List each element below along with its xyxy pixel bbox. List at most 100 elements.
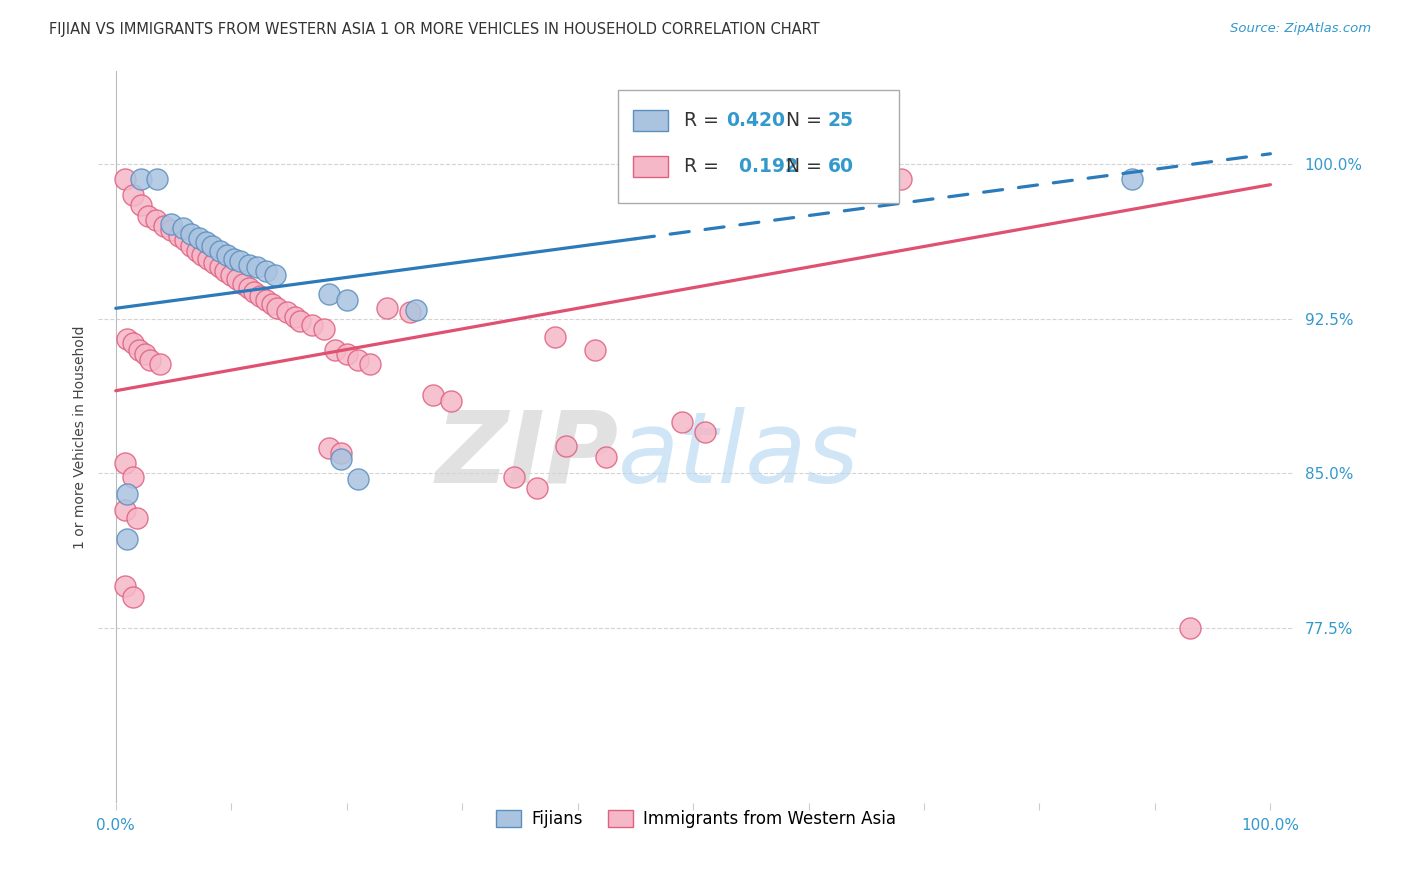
Point xyxy=(595,450,617,464)
Point xyxy=(266,301,288,316)
Point xyxy=(200,239,222,253)
Point xyxy=(114,171,136,186)
Point xyxy=(117,332,139,346)
Point xyxy=(336,293,359,307)
Point xyxy=(329,445,352,459)
Point xyxy=(246,260,269,274)
Point xyxy=(219,268,242,283)
Point xyxy=(129,198,152,212)
Point xyxy=(323,343,346,357)
Point xyxy=(284,310,307,324)
Text: Source: ZipAtlas.com: Source: ZipAtlas.com xyxy=(1230,22,1371,36)
Point xyxy=(128,343,150,357)
Point xyxy=(249,289,271,303)
Point xyxy=(232,277,254,291)
Point xyxy=(260,297,283,311)
Point xyxy=(125,511,148,525)
Point xyxy=(122,188,145,202)
Point xyxy=(145,212,167,227)
Point xyxy=(238,281,260,295)
Point xyxy=(329,451,352,466)
Point xyxy=(180,239,202,253)
Point xyxy=(276,305,298,319)
Text: 60: 60 xyxy=(827,157,853,176)
Point xyxy=(134,346,156,360)
Point xyxy=(149,357,172,371)
Point xyxy=(114,503,136,517)
Point xyxy=(160,217,183,231)
Text: FIJIAN VS IMMIGRANTS FROM WESTERN ASIA 1 OR MORE VEHICLES IN HOUSEHOLD CORRELATI: FIJIAN VS IMMIGRANTS FROM WESTERN ASIA 1… xyxy=(49,22,820,37)
Bar xyxy=(633,156,668,177)
Point xyxy=(1178,621,1201,635)
Point xyxy=(136,209,159,223)
Point xyxy=(191,248,214,262)
Point xyxy=(243,285,266,299)
Point xyxy=(122,590,145,604)
Legend: Fijians, Immigrants from Western Asia: Fijians, Immigrants from Western Asia xyxy=(489,803,903,835)
Text: N =: N = xyxy=(786,157,828,176)
Point xyxy=(122,470,145,484)
Point xyxy=(129,171,152,186)
Point xyxy=(439,394,461,409)
Text: 0.420: 0.420 xyxy=(725,111,785,130)
Point xyxy=(197,252,219,266)
Point xyxy=(866,171,889,186)
Point xyxy=(174,233,197,247)
Point xyxy=(359,357,381,371)
Point xyxy=(336,346,359,360)
Point xyxy=(186,244,208,258)
Point xyxy=(222,252,245,266)
Point xyxy=(693,425,716,439)
Point xyxy=(347,472,370,486)
Point xyxy=(114,579,136,593)
Point xyxy=(264,268,287,283)
Point xyxy=(254,264,277,278)
Point xyxy=(312,322,335,336)
Point xyxy=(543,330,565,344)
Point xyxy=(202,256,225,270)
Point xyxy=(347,352,370,367)
Point xyxy=(238,258,260,272)
Point xyxy=(146,171,169,186)
Point xyxy=(503,470,526,484)
Point xyxy=(167,229,190,244)
Point xyxy=(301,318,323,332)
Point xyxy=(422,388,444,402)
Point xyxy=(114,456,136,470)
Text: ZIP: ZIP xyxy=(436,407,619,504)
Text: atlas: atlas xyxy=(619,407,860,504)
Text: R =: R = xyxy=(685,111,725,130)
Point xyxy=(208,260,231,274)
Point xyxy=(153,219,176,233)
Text: R =: R = xyxy=(685,157,725,176)
Point xyxy=(172,221,194,235)
Point xyxy=(208,244,231,258)
Bar xyxy=(619,90,900,203)
Point xyxy=(139,352,162,367)
Point xyxy=(375,301,398,316)
Point xyxy=(180,227,202,241)
Point xyxy=(399,305,422,319)
Text: 0.192: 0.192 xyxy=(725,157,797,176)
Point xyxy=(187,231,209,245)
Text: N =: N = xyxy=(786,111,828,130)
Point xyxy=(526,481,548,495)
Text: 25: 25 xyxy=(827,111,853,130)
Point xyxy=(254,293,277,307)
Point xyxy=(290,313,312,327)
Point xyxy=(555,439,578,453)
Point xyxy=(318,442,340,456)
Point xyxy=(160,223,183,237)
Point xyxy=(215,248,238,262)
Point xyxy=(229,254,252,268)
Point xyxy=(122,336,145,351)
Point xyxy=(117,532,139,546)
Y-axis label: 1 or more Vehicles in Household: 1 or more Vehicles in Household xyxy=(73,326,87,549)
Point xyxy=(194,235,217,250)
Point xyxy=(583,343,606,357)
Point xyxy=(671,415,693,429)
Bar xyxy=(633,110,668,130)
Point xyxy=(226,272,249,286)
Point xyxy=(318,286,340,301)
Point xyxy=(890,171,912,186)
